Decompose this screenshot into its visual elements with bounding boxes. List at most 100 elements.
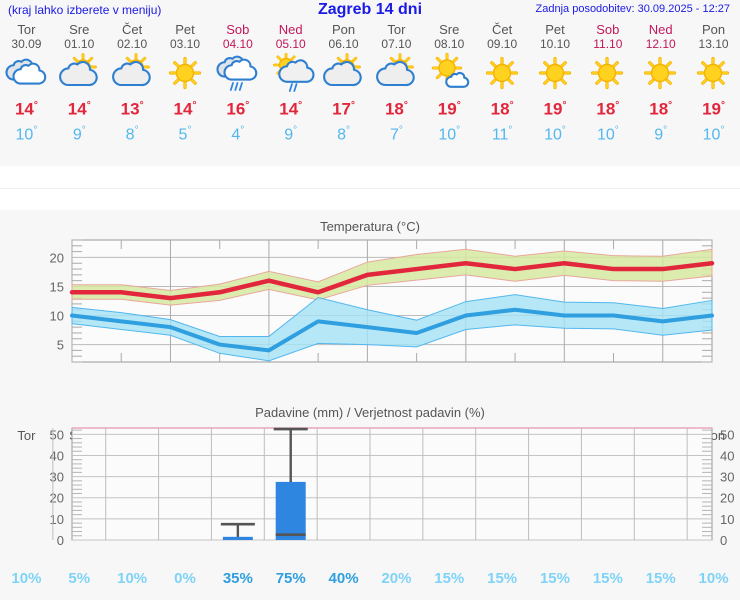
sunny-icon: [159, 53, 212, 95]
day-max-temp: 19°: [702, 99, 726, 119]
day-min-temp: 8°: [125, 124, 139, 143]
partly-cloudy-icon: [106, 53, 159, 95]
day-min-temp: 8°: [337, 124, 351, 143]
partly-cloudy-icon: [370, 53, 423, 95]
day-max-temp: 13°: [120, 99, 144, 119]
day-min-temp: 9°: [72, 124, 86, 143]
svg-text:20: 20: [50, 250, 64, 265]
day-date: 30.09: [11, 37, 42, 51]
day-max-temp: 18°: [596, 99, 620, 119]
sunny-icon: [634, 53, 687, 95]
precip-probability: 10%: [11, 570, 42, 587]
day-date: 05.10: [275, 37, 306, 51]
day-column-09.10[interactable]: Čet 09.10 18° 11°: [476, 22, 529, 145]
precip-probability: 5%: [68, 570, 91, 587]
partly-cloudy-icon: [53, 53, 106, 95]
precip-probability: 0%: [174, 570, 196, 587]
day-column-06.10[interactable]: Pon 06.10 17° 8°: [317, 22, 370, 145]
day-max-temp: 14°: [173, 99, 197, 119]
precipitation-probability-row: 10% 5% 10% 0% 35% 75% 40% 20% 15% 15% 15% 15% 15% 10%: [0, 570, 740, 596]
day-column-03.10[interactable]: Pet 03.10 14° 5°: [159, 22, 212, 145]
daily-forecast-strip: Tor 30.09 14° 10° Sre 01.10 14° 9° Čet 02.10 13° 8°…: [0, 22, 740, 162]
precip-probability: 10%: [698, 570, 729, 587]
svg-text:40: 40: [720, 448, 734, 463]
day-column-07.10[interactable]: Tor 07.10 18° 7°: [370, 22, 423, 145]
day-date: 13.10: [698, 37, 729, 51]
cloudy-icon: [0, 53, 53, 95]
day-max-temp: 18°: [649, 99, 673, 119]
day-name: Tor: [387, 22, 406, 37]
svg-text:0: 0: [57, 533, 64, 548]
precip-day-label: Tor: [17, 428, 36, 443]
day-min-temp: 7°: [389, 124, 403, 143]
location-hint: (kraj lahko izberete v meniju): [8, 3, 162, 17]
day-name: Čet: [492, 22, 513, 37]
precip-probability: 15%: [487, 570, 518, 587]
day-column-13.10[interactable]: Pon 13.10 19° 10°: [687, 22, 740, 145]
day-max-temp: 18°: [384, 99, 408, 119]
day-column-02.10[interactable]: Čet 02.10 13° 8°: [106, 22, 159, 145]
day-max-temp: 17°: [332, 99, 356, 119]
day-column-08.10[interactable]: Sre 08.10 19° 10°: [423, 22, 476, 145]
day-max-temp: 19°: [437, 99, 461, 119]
day-max-temp: 19°: [543, 99, 567, 119]
day-min-temp: 5°: [178, 124, 192, 143]
temperature-chart: 5 10 15 20: [50, 239, 715, 363]
last-update-label: Zadnja posodobitev: 30.09.2025 - 12:27: [535, 3, 730, 15]
day-name: Ned: [648, 22, 673, 37]
svg-text:10: 10: [50, 309, 64, 324]
day-column-12.10[interactable]: Ned 12.10 18° 9°: [634, 22, 687, 145]
precip-probability: 20%: [381, 570, 412, 587]
svg-text:20: 20: [50, 491, 64, 506]
day-min-temp: 10°: [438, 124, 461, 143]
sunny-icon: [529, 53, 582, 95]
day-name: Pon: [701, 22, 726, 37]
precip-probability: 75%: [275, 570, 306, 587]
day-date: 08.10: [434, 37, 465, 51]
day-name: Sob: [226, 22, 250, 37]
precip-probability: 15%: [539, 570, 570, 587]
rain-icon: [211, 53, 264, 95]
day-name: Pet: [545, 22, 565, 37]
day-max-temp: 14°: [67, 99, 91, 119]
day-column-30.09[interactable]: Tor 30.09 14° 10°: [0, 22, 53, 145]
page-header: (kraj lahko izberete v meniju) Zagreb 14…: [0, 0, 740, 22]
precip-probability: 15%: [592, 570, 623, 587]
day-name: Pon: [331, 22, 356, 37]
day-column-10.10[interactable]: Pet 10.10 19° 10°: [529, 22, 582, 145]
svg-text:50: 50: [50, 427, 64, 442]
page-title: Zagreb 14 dni: [317, 1, 423, 18]
day-name: Tor: [17, 22, 36, 37]
day-name: Pet: [175, 22, 195, 37]
precip-probability: 35%: [222, 570, 253, 587]
svg-text:10: 10: [50, 512, 64, 527]
precip-probability: 15%: [434, 570, 465, 587]
sun-rain-icon: [264, 53, 317, 95]
day-date: 04.10: [222, 37, 253, 51]
sunny-icon: [687, 53, 740, 95]
sunny-icon: [581, 53, 634, 95]
day-name: Sre: [439, 22, 460, 37]
day-date: 07.10: [381, 37, 412, 51]
day-max-temp: 14°: [279, 99, 303, 119]
day-min-temp: 11°: [491, 124, 513, 143]
svg-text:40: 40: [50, 448, 64, 463]
day-date: 03.10: [169, 37, 200, 51]
day-max-temp: 14°: [14, 99, 38, 119]
day-min-temp: 10°: [596, 124, 619, 143]
day-column-04.10[interactable]: Sob 04.10 16° 4°: [211, 22, 264, 145]
svg-text:15: 15: [50, 279, 64, 294]
day-min-temp: 10°: [15, 124, 38, 143]
svg-text:30: 30: [720, 470, 734, 485]
day-column-01.10[interactable]: Sre 01.10 14° 9°: [53, 22, 106, 145]
precipitation-chart: 0 0 10 10 20 20 30 30 40 40 50 50: [50, 427, 734, 548]
day-date: 06.10: [328, 37, 359, 51]
day-column-11.10[interactable]: Sob 11.10 18° 10°: [581, 22, 634, 145]
svg-text:20: 20: [720, 491, 734, 506]
day-column-05.10[interactable]: Ned 05.10 14° 9°: [264, 22, 317, 145]
day-name: Sob: [596, 22, 620, 37]
precip-probability: 10%: [117, 570, 148, 587]
svg-text:0: 0: [720, 533, 727, 548]
partly-cloudy-icon: [317, 53, 370, 95]
day-max-temp: 16°: [226, 99, 250, 119]
